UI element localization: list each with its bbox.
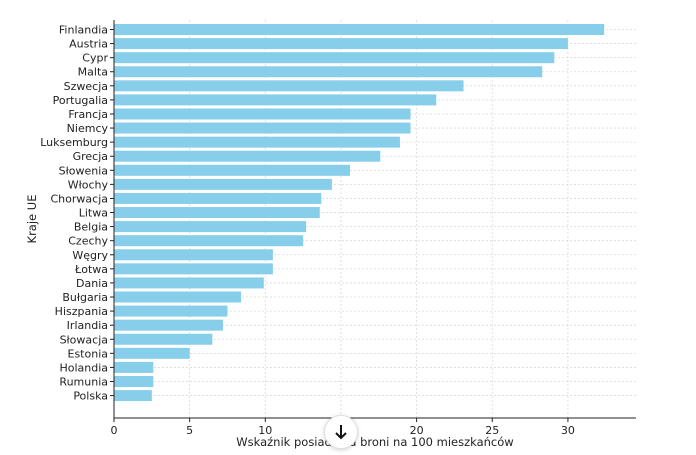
category-label: Bułgaria — [62, 291, 108, 304]
category-label: Malta — [78, 66, 108, 79]
category-label: Holandia — [59, 361, 108, 374]
bar-włochy — [114, 178, 332, 190]
bar-chorwacja — [114, 192, 322, 204]
bar-czechy — [114, 235, 304, 247]
y-axis-label: Kraje UE — [25, 195, 39, 244]
category-label: Szwecja — [64, 80, 108, 93]
category-label: Hiszpania — [55, 305, 108, 318]
category-labels: FinlandiaAustriaCyprMaltaSzwecjaPortugal… — [40, 24, 114, 403]
bar-bułgaria — [114, 291, 242, 303]
scroll-down-button[interactable] — [324, 415, 358, 449]
bar-portugalia — [114, 94, 437, 106]
category-label: Łotwa — [74, 263, 108, 276]
category-label: Dania — [76, 277, 108, 290]
bar-niemcy — [114, 122, 411, 134]
category-label: Polska — [73, 390, 108, 403]
bar-irlandia — [114, 319, 223, 331]
x-tick-label: 25 — [485, 424, 499, 437]
bar-malta — [114, 66, 543, 78]
category-label: Chorwacja — [51, 192, 109, 205]
bar-litwa — [114, 207, 320, 219]
bar-rumunia — [114, 376, 154, 387]
bar-cypr — [114, 52, 555, 64]
bar-słowenia — [114, 164, 351, 176]
bar-finlandia — [114, 24, 605, 35]
category-label: Niemcy — [67, 122, 109, 135]
category-label: Portugalia — [53, 94, 108, 107]
bar-luksemburg — [114, 136, 400, 148]
bar-belgia — [114, 221, 307, 233]
category-label: Belgia — [74, 221, 108, 234]
arrow-down-icon — [335, 425, 347, 440]
x-tick-label: 30 — [561, 424, 575, 437]
bar-szwecja — [114, 80, 464, 92]
bar-austria — [114, 38, 568, 50]
category-label: Grecja — [73, 150, 108, 163]
x-tick-label: 5 — [186, 424, 193, 437]
category-label: Estonia — [68, 347, 109, 360]
category-label: Luksemburg — [40, 136, 108, 149]
bars-layer — [114, 24, 605, 402]
x-axis-label: Wskaźnik posiadania broni na 100 mieszka… — [236, 435, 513, 449]
bar-łotwa — [114, 263, 273, 275]
x-tick-label: 20 — [410, 424, 424, 437]
category-label: Irlandia — [67, 319, 108, 332]
bar-estonia — [114, 347, 190, 359]
bar-węgry — [114, 249, 273, 261]
bar-słowacja — [114, 333, 213, 345]
category-label: Słowacja — [60, 333, 108, 346]
category-label: Francja — [68, 108, 108, 121]
category-label: Austria — [69, 38, 108, 51]
category-label: Czechy — [68, 235, 108, 248]
category-label: Litwa — [79, 207, 108, 220]
bar-polska — [114, 390, 152, 402]
grid-layer — [113, 20, 636, 418]
category-label: Słowenia — [59, 164, 108, 177]
bar-francja — [114, 108, 411, 120]
category-label: Cypr — [82, 52, 108, 65]
category-label: Finlandia — [59, 24, 108, 37]
category-label: Włochy — [68, 178, 109, 191]
bar-holandia — [114, 361, 154, 373]
x-tick-label: 0 — [111, 424, 118, 437]
category-label: Węgry — [72, 249, 108, 262]
category-label: Rumunia — [59, 376, 108, 389]
x-tick-label: 10 — [258, 424, 272, 437]
bar-grecja — [114, 150, 381, 162]
bar-dania — [114, 277, 264, 289]
bar-hiszpania — [114, 305, 228, 317]
